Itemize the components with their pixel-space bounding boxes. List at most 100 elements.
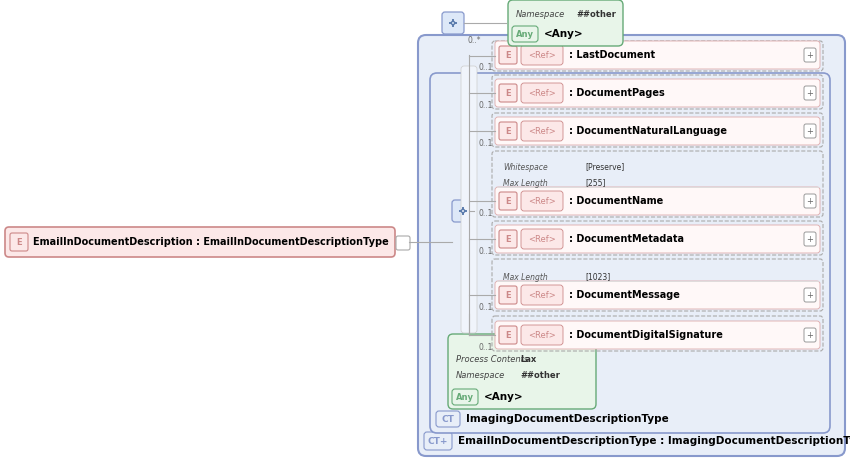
Text: <Ref>: <Ref>: [528, 51, 556, 59]
Text: Max Length: Max Length: [503, 178, 547, 188]
Text: Max Length: Max Length: [503, 272, 547, 282]
Text: : DocumentName: : DocumentName: [569, 196, 663, 206]
Text: Namespace: Namespace: [456, 371, 505, 379]
FancyBboxPatch shape: [804, 288, 816, 302]
Text: E: E: [505, 89, 511, 97]
FancyBboxPatch shape: [521, 325, 563, 345]
Text: <Ref>: <Ref>: [528, 89, 556, 97]
FancyBboxPatch shape: [804, 48, 816, 62]
FancyBboxPatch shape: [521, 285, 563, 305]
FancyBboxPatch shape: [430, 73, 830, 433]
Text: EmailInDocumentDescriptionType : ImagingDocumentDescriptionType: EmailInDocumentDescriptionType : Imaging…: [458, 436, 850, 446]
Text: 0..*: 0..*: [468, 35, 481, 45]
FancyBboxPatch shape: [495, 225, 820, 253]
FancyBboxPatch shape: [521, 83, 563, 103]
FancyBboxPatch shape: [452, 200, 474, 222]
Text: <Any>: <Any>: [484, 392, 524, 402]
FancyBboxPatch shape: [495, 79, 820, 107]
Text: E: E: [16, 237, 22, 247]
FancyBboxPatch shape: [499, 122, 517, 140]
Text: Whitespace: Whitespace: [503, 162, 547, 171]
FancyBboxPatch shape: [521, 191, 563, 211]
Text: <Ref>: <Ref>: [528, 331, 556, 339]
FancyBboxPatch shape: [804, 86, 816, 100]
FancyBboxPatch shape: [499, 192, 517, 210]
Text: +: +: [807, 290, 813, 300]
Text: 0..1: 0..1: [479, 138, 493, 148]
FancyBboxPatch shape: [495, 41, 820, 69]
FancyBboxPatch shape: [804, 232, 816, 246]
Text: EmailInDocumentDescription : EmailInDocumentDescriptionType: EmailInDocumentDescription : EmailInDocu…: [33, 237, 388, 247]
Text: 0..1: 0..1: [479, 302, 493, 312]
FancyBboxPatch shape: [495, 117, 820, 145]
FancyBboxPatch shape: [499, 286, 517, 304]
Text: Any: Any: [456, 392, 474, 402]
Text: Process Contents: Process Contents: [456, 355, 528, 364]
Text: 0..1: 0..1: [479, 343, 493, 351]
Text: Lax: Lax: [520, 355, 536, 364]
Text: Any: Any: [516, 30, 534, 39]
FancyBboxPatch shape: [512, 26, 538, 42]
Text: ##other: ##other: [576, 10, 616, 18]
Text: [Preserve]: [Preserve]: [585, 162, 624, 171]
Text: : DocumentPages: : DocumentPages: [569, 88, 665, 98]
Text: [1023]: [1023]: [585, 272, 610, 282]
Text: E: E: [505, 126, 511, 136]
FancyBboxPatch shape: [448, 334, 596, 409]
Text: CT: CT: [441, 414, 455, 424]
FancyBboxPatch shape: [442, 12, 464, 34]
Text: E: E: [505, 51, 511, 59]
Text: : LastDocument: : LastDocument: [569, 50, 655, 60]
Text: +: +: [807, 51, 813, 59]
Text: E: E: [505, 331, 511, 339]
FancyBboxPatch shape: [804, 124, 816, 138]
FancyBboxPatch shape: [10, 233, 28, 251]
FancyBboxPatch shape: [521, 229, 563, 249]
FancyBboxPatch shape: [521, 45, 563, 65]
FancyBboxPatch shape: [499, 326, 517, 344]
Text: +: +: [807, 89, 813, 97]
Text: 0..1: 0..1: [479, 63, 493, 71]
Text: Namespace: Namespace: [516, 10, 565, 18]
Text: <Ref>: <Ref>: [528, 290, 556, 300]
Text: +: +: [807, 126, 813, 136]
FancyBboxPatch shape: [521, 121, 563, 141]
FancyBboxPatch shape: [804, 328, 816, 342]
Text: +: +: [807, 196, 813, 206]
FancyBboxPatch shape: [461, 66, 477, 333]
FancyBboxPatch shape: [495, 187, 820, 215]
Text: 0..1: 0..1: [479, 100, 493, 110]
FancyBboxPatch shape: [418, 35, 845, 456]
FancyBboxPatch shape: [452, 389, 478, 405]
Text: : DocumentMetadata: : DocumentMetadata: [569, 234, 684, 244]
FancyBboxPatch shape: [508, 0, 623, 46]
Text: CT+: CT+: [428, 437, 448, 445]
Text: : DocumentMessage: : DocumentMessage: [569, 290, 680, 300]
FancyBboxPatch shape: [495, 281, 820, 309]
FancyBboxPatch shape: [804, 194, 816, 208]
Text: E: E: [505, 235, 511, 243]
Text: <Ref>: <Ref>: [528, 196, 556, 206]
Text: +: +: [807, 331, 813, 339]
FancyBboxPatch shape: [495, 321, 820, 349]
Text: E: E: [505, 196, 511, 206]
Text: : DocumentNaturalLanguage: : DocumentNaturalLanguage: [569, 126, 727, 136]
Text: <Any>: <Any>: [544, 29, 584, 39]
Text: <Ref>: <Ref>: [528, 235, 556, 243]
FancyBboxPatch shape: [499, 230, 517, 248]
FancyBboxPatch shape: [5, 227, 395, 257]
Text: 0..1: 0..1: [479, 208, 493, 218]
Text: : DocumentDigitalSignature: : DocumentDigitalSignature: [569, 330, 722, 340]
FancyBboxPatch shape: [436, 411, 460, 427]
Text: [255]: [255]: [585, 178, 605, 188]
Text: ##other: ##other: [520, 371, 560, 379]
FancyBboxPatch shape: [424, 432, 452, 450]
Text: ImagingDocumentDescriptionType: ImagingDocumentDescriptionType: [466, 414, 669, 424]
Text: <Ref>: <Ref>: [528, 126, 556, 136]
Text: E: E: [505, 290, 511, 300]
FancyBboxPatch shape: [499, 46, 517, 64]
FancyBboxPatch shape: [499, 84, 517, 102]
Text: +: +: [807, 235, 813, 243]
Text: 0..1: 0..1: [479, 247, 493, 255]
FancyBboxPatch shape: [396, 236, 410, 250]
